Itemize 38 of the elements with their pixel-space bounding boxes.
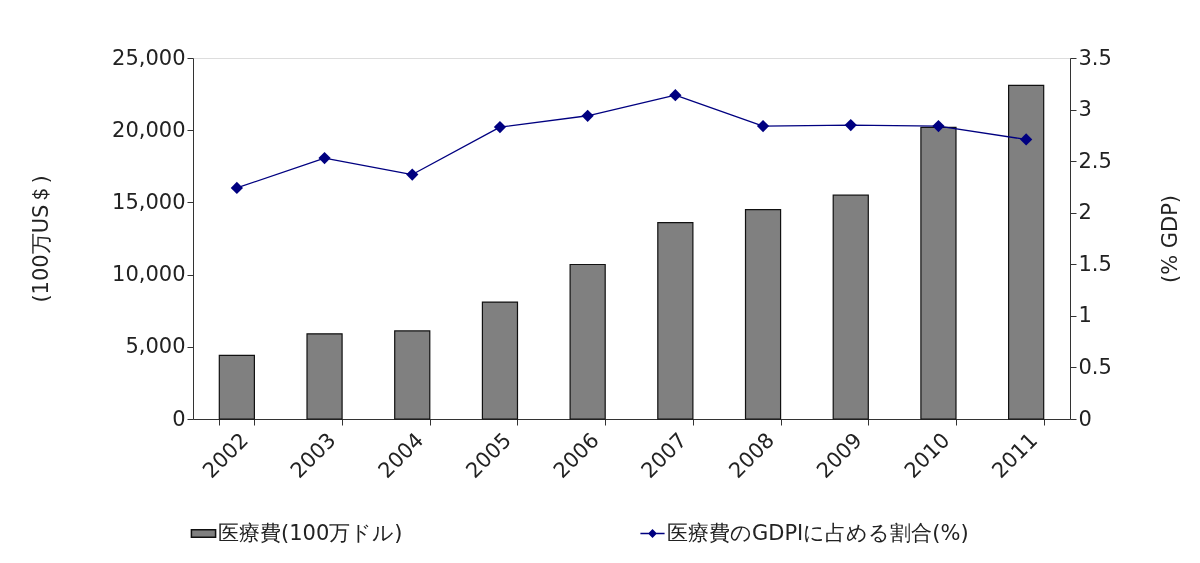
point bbox=[493, 120, 507, 134]
y2-tick-label: 0.5 bbox=[1078, 354, 1112, 379]
y-tick-label: 5,000 bbox=[125, 334, 186, 359]
y-tick-label: 0 bbox=[172, 406, 186, 431]
y2-tick-label: 3 bbox=[1078, 97, 1092, 122]
y2-tick-label: 1 bbox=[1078, 303, 1092, 328]
y2-tick-label: 0 bbox=[1078, 406, 1092, 431]
y2-tick-label: 2.5 bbox=[1078, 148, 1112, 173]
point bbox=[932, 119, 945, 133]
point bbox=[230, 181, 243, 195]
y-tick-label: 25,000 bbox=[112, 45, 186, 70]
y-tick-label: 15,000 bbox=[112, 189, 186, 214]
bar bbox=[832, 194, 869, 420]
point bbox=[406, 168, 419, 181]
y2-tick-label: 2 bbox=[1078, 200, 1092, 225]
legend-label: 医療費(100万ドル) bbox=[218, 520, 403, 545]
bar bbox=[218, 354, 255, 420]
y2-tick-label: 3.5 bbox=[1078, 45, 1112, 70]
point bbox=[756, 119, 770, 133]
bar bbox=[744, 209, 782, 420]
bar bbox=[920, 126, 957, 420]
bar bbox=[481, 301, 519, 420]
point bbox=[1020, 133, 1033, 146]
y-tick-label: 10,000 bbox=[112, 262, 186, 287]
bar bbox=[394, 330, 431, 420]
y2-axis-title: (% GDP) bbox=[1157, 194, 1182, 284]
y-axis-title: (100万US＄) bbox=[28, 175, 53, 303]
bar bbox=[306, 333, 343, 420]
bar bbox=[657, 222, 694, 420]
point bbox=[844, 118, 857, 132]
point bbox=[581, 109, 594, 122]
point bbox=[669, 89, 682, 102]
point bbox=[318, 151, 331, 165]
legend-label: 医療費のGDPIに占める割合(%) bbox=[667, 520, 969, 545]
bar bbox=[1008, 84, 1045, 420]
bar bbox=[569, 263, 606, 420]
y2-tick-label: 1.5 bbox=[1078, 251, 1112, 276]
y-tick-label: 20,000 bbox=[112, 117, 186, 142]
